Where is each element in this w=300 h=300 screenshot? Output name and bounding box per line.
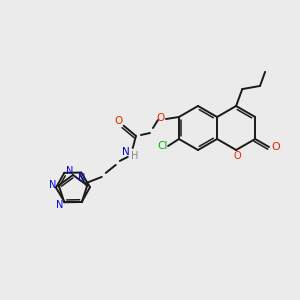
Text: O: O (233, 151, 241, 161)
Text: O: O (157, 113, 165, 123)
Text: N: N (56, 200, 64, 210)
Text: Cl: Cl (157, 141, 167, 151)
Text: N: N (49, 180, 56, 190)
Text: H: H (131, 151, 139, 161)
Text: O: O (115, 116, 123, 126)
Text: O: O (272, 142, 280, 152)
Text: N: N (66, 166, 74, 176)
Text: N: N (122, 147, 130, 157)
Text: N: N (78, 172, 85, 183)
